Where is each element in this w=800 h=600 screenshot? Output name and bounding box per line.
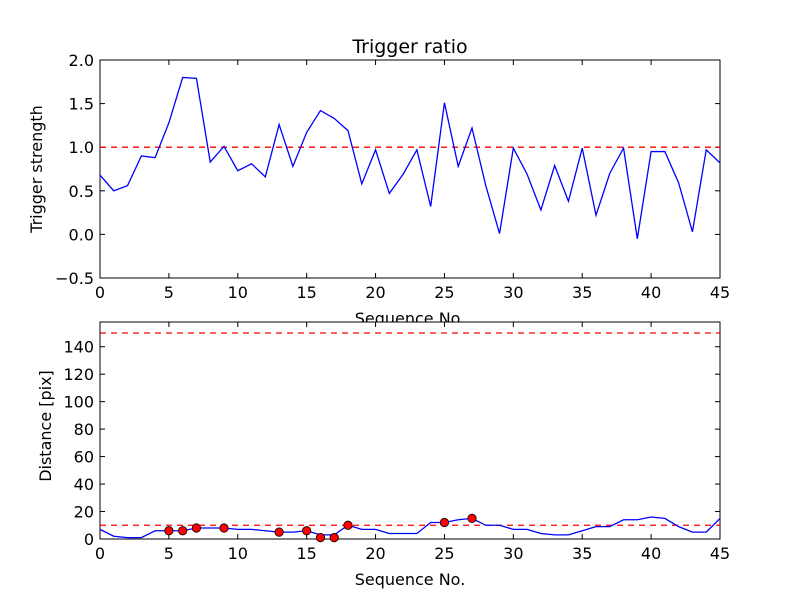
y-axis-label: Distance [pix]: [36, 370, 55, 482]
data-point-marker: [219, 523, 229, 533]
x-tick-label: 40: [641, 283, 661, 302]
y-tick-label: 60: [74, 448, 94, 467]
x-tick-label: 30: [503, 544, 523, 563]
distance-chart: 0 5 10 15 20 25 30 35 40 45 0 20 40 60 80 100 120 140 Seq…: [36, 321, 730, 589]
series-line: [99, 76, 721, 239]
data-point-marker: [302, 526, 312, 536]
y-tick-label: 0.0: [69, 225, 94, 244]
axis-ticks: 0 5 10 15 20 25 30 35 40 45 −0.5 0.0 0.5 1.0 1.5 2.0: [55, 51, 730, 302]
plot-area: [99, 59, 721, 279]
threshold-line-group: [100, 332, 720, 526]
y-tick-label: 2.0: [69, 51, 94, 70]
data-point-marker: [274, 527, 284, 537]
chart-title: Trigger ratio: [351, 36, 467, 58]
y-tick-label: 140: [63, 338, 94, 357]
x-tick-label: 35: [572, 283, 592, 302]
data-point-marker: [315, 533, 326, 543]
series-line: [99, 516, 721, 539]
x-tick-label: 45: [710, 283, 730, 302]
x-tick-label: 5: [164, 544, 174, 563]
axis-ticks: 0 5 10 15 20 25 30 35 40 45 0 20 40 60 80 100 120 140: [63, 322, 730, 563]
y-tick-label: 40: [74, 475, 94, 494]
y-tick-label: 1.5: [69, 95, 94, 114]
x-tick-label: 0: [95, 544, 105, 563]
x-tick-label: 25: [434, 283, 454, 302]
x-tick-label: 40: [641, 544, 661, 563]
data-point-marker: [164, 526, 174, 536]
x-tick-label: 35: [572, 544, 592, 563]
data-point-marker: [329, 533, 339, 543]
x-tick-label: 10: [228, 544, 248, 563]
x-tick-label: 5: [164, 283, 174, 302]
x-tick-label: 15: [296, 544, 316, 563]
series-group: [99, 76, 721, 239]
x-tick-label: 45: [710, 544, 730, 563]
y-tick-label: 0: [84, 530, 94, 549]
data-point-marker: [343, 520, 353, 530]
data-point-marker: [439, 517, 450, 528]
x-tick-label: 20: [365, 544, 385, 563]
x-tick-label: 30: [503, 283, 523, 302]
data-point-marker: [178, 526, 188, 536]
x-tick-label: 20: [365, 283, 385, 302]
x-tick-label: 15: [296, 283, 316, 302]
x-tick-label: 25: [434, 544, 454, 563]
plot-area: [99, 321, 721, 540]
series-group: [99, 516, 721, 539]
y-tick-label: 120: [63, 365, 94, 384]
y-tick-label: 20: [74, 503, 94, 522]
x-tick-label: 0: [95, 283, 105, 302]
y-tick-label: 1.0: [69, 138, 94, 157]
x-tick-label: 10: [228, 283, 248, 302]
x-axis-label: Sequence No.: [355, 570, 466, 589]
data-point-marker: [467, 513, 477, 523]
marker-group: [164, 513, 477, 543]
y-tick-label: 80: [74, 420, 94, 439]
y-tick-label: 100: [63, 393, 94, 412]
y-tick-label: −0.5: [55, 269, 94, 288]
y-tick-label: 0.5: [69, 182, 94, 201]
y-axis-label: Trigger strength: [27, 105, 46, 234]
data-point-marker: [191, 523, 202, 533]
trigger-ratio-chart: Trigger ratio 0 5 10 15 20 25 30 35 40 45−0.50.00…: [27, 36, 730, 328]
